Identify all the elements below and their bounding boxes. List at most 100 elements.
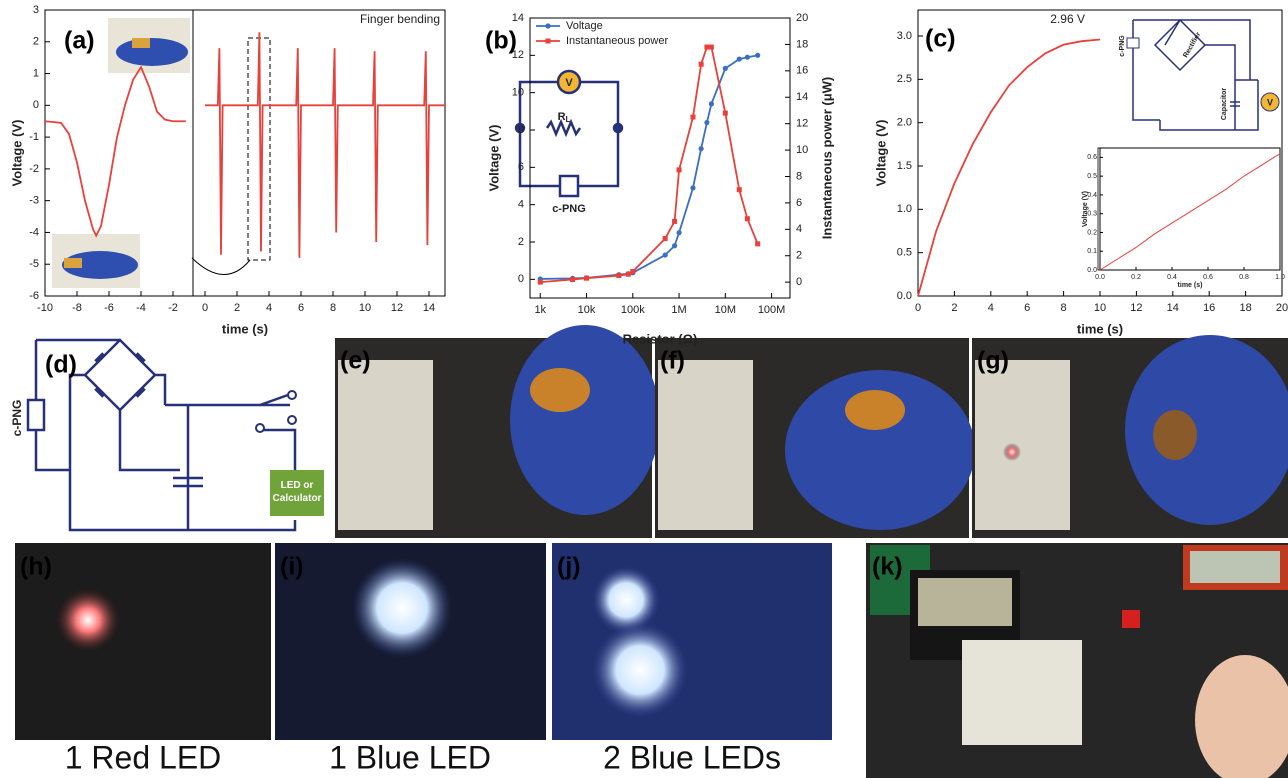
x-tick-label: 20: [1276, 302, 1288, 314]
x-tick-label: 10k: [578, 304, 596, 316]
marker: [584, 275, 590, 281]
x-tick-label: 8: [1061, 302, 1067, 314]
annotation: Finger bending: [360, 12, 440, 26]
marker: [708, 101, 714, 107]
inset-b: [514, 69, 624, 198]
x-tick-label: 16: [1203, 302, 1215, 314]
y2-tick-label: 20: [796, 12, 808, 24]
panel-label: (g): [977, 347, 1009, 375]
circuit-label: RL: [558, 111, 571, 124]
marker: [671, 243, 678, 249]
y-tick-label: 3.0: [897, 30, 912, 42]
y2-tick-label: 18: [796, 38, 808, 50]
panel-label: (d): [45, 351, 77, 379]
marker: [722, 110, 728, 116]
y-tick-label: -4: [29, 226, 39, 238]
x-tick-label: 0.2: [1131, 274, 1141, 281]
photo-h: [15, 543, 271, 740]
circuit-label: V: [1267, 97, 1273, 107]
marker: [736, 56, 742, 62]
y-axis-label: Voltage (V): [873, 120, 888, 187]
circuit-label: V: [565, 77, 573, 89]
y-tick-label: -1: [29, 131, 39, 143]
x-axis-label: time (s): [1077, 321, 1123, 336]
x-tick-label: 100k: [621, 304, 645, 316]
y-tick-label: 0: [33, 99, 39, 111]
marker: [698, 146, 704, 152]
x-tick-label: 0.0: [1095, 274, 1105, 281]
legend-label: Instantaneous power: [566, 35, 668, 47]
panel-label: (a): [64, 27, 95, 55]
y-tick-label: 8: [518, 124, 524, 136]
photo-k: [866, 543, 1288, 778]
y-tick-label: 2.0: [897, 117, 912, 129]
circuit-label: Rectifier: [1182, 31, 1202, 59]
series-line: [205, 32, 445, 258]
plot-frame: [44, 9, 446, 297]
y-tick-label: 14: [512, 12, 524, 24]
marker: [690, 114, 696, 120]
circuit-label: c-PNG: [552, 203, 586, 215]
marker: [722, 65, 728, 71]
panel-label: (e): [340, 347, 371, 375]
y-tick-label: 2.5: [897, 73, 912, 85]
photo-f: [655, 338, 975, 538]
photo-i: [275, 543, 546, 740]
y2-tick-label: 12: [796, 118, 808, 130]
plot-frame: [529, 17, 791, 299]
caption: 2 Blue LEDs: [603, 739, 781, 775]
y-tick-label: 0.0: [1087, 267, 1097, 274]
photo-g: [972, 335, 1288, 538]
y-tick-label: -2: [29, 163, 39, 175]
series-line: [1099, 153, 1281, 271]
x-tick-label: 8: [330, 302, 336, 314]
y-axis-label: Voltage (V): [1082, 191, 1089, 227]
marker: [662, 252, 668, 258]
y-tick-label: 3: [33, 4, 39, 16]
y-tick-label: 1: [33, 67, 39, 79]
marker: [570, 277, 576, 283]
panel-label: (j): [557, 553, 581, 581]
y-tick-label: 0.3: [1087, 211, 1097, 218]
x-tick-label: 14: [423, 302, 435, 314]
legend-marker: [545, 38, 551, 44]
y-tick-label: 2: [518, 236, 524, 248]
load-box: LED or Calculator: [273, 480, 322, 504]
legend-label: Voltage: [566, 20, 603, 32]
x-axis-label: time (s): [1178, 282, 1203, 289]
y-tick-label: 0.5: [1087, 173, 1097, 180]
x-tick-label: 100M: [758, 304, 786, 316]
y-tick-label: 0.2: [1087, 229, 1097, 236]
marker: [755, 241, 761, 247]
x-tick-label: 6: [1024, 302, 1030, 314]
y-tick-label: -3: [29, 195, 39, 207]
y-tick-label: 0.0: [897, 290, 912, 302]
y2-tick-label: 8: [796, 170, 802, 182]
y-tick-label: 12: [512, 49, 524, 61]
legend-marker: [545, 23, 551, 29]
photo-j: [552, 543, 832, 740]
y2-tick-label: 14: [796, 91, 808, 103]
y2-tick-label: 16: [796, 65, 808, 77]
x-axis-label: Resistor (Ω): [623, 331, 698, 346]
y2-tick-label: 0: [796, 276, 802, 288]
y-tick-label: 4: [518, 199, 524, 211]
x-tick-label: -10: [37, 302, 53, 314]
y-tick-label: 0.4: [1087, 192, 1097, 199]
x-tick-label: 4: [988, 302, 994, 314]
caption: 1 Blue LED: [329, 739, 491, 775]
y2-tick-label: 2: [796, 250, 802, 262]
x-tick-label: -6: [104, 302, 114, 314]
series-line: [917, 38, 1101, 297]
x-tick-label: 1.0: [1275, 274, 1285, 281]
panel-label: (f): [660, 347, 685, 375]
panel-label: (b): [485, 27, 517, 55]
marker: [537, 279, 543, 285]
marker: [625, 271, 631, 277]
x-tick-label: 1k: [534, 304, 546, 316]
y-tick-label: 0.6: [1087, 154, 1097, 161]
marker: [630, 269, 636, 275]
series-line: [44, 65, 186, 238]
marker: [755, 52, 761, 58]
